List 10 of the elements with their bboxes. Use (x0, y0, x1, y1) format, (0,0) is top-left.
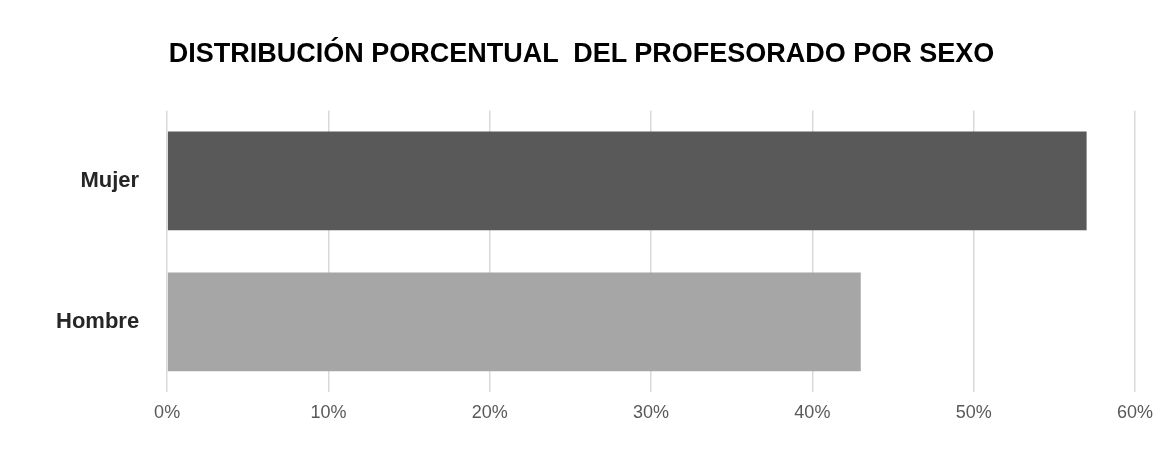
x-tick-label: 0% (154, 402, 181, 423)
x-tick-label: 10% (310, 402, 347, 423)
x-tick-label: 20% (471, 402, 508, 423)
x-tick-label: 30% (633, 402, 670, 423)
x-tick-label: 60% (1116, 402, 1154, 423)
x-tick-label: 50% (955, 402, 992, 423)
y-tick-label: Hombre (56, 307, 140, 333)
chart-title: DISTRIBUCIÓN PORCENTUAL DEL PROFESORADO POR SEXO (168, 36, 995, 68)
y-tick-label: Mujer (80, 166, 140, 192)
x-tick-label: 40% (794, 402, 831, 423)
